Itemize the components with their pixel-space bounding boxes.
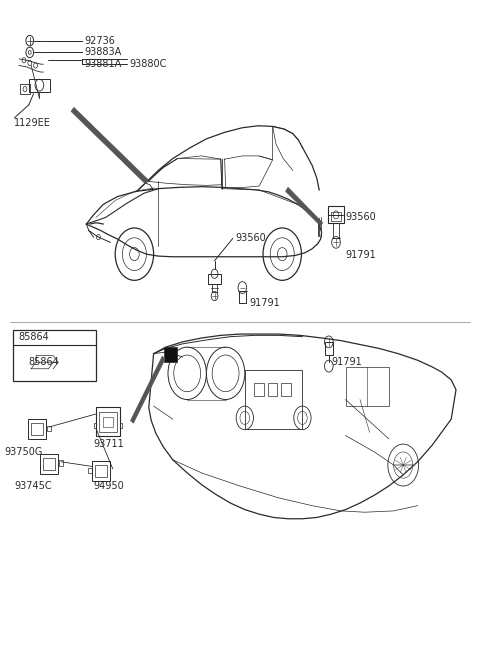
Bar <box>94 423 96 428</box>
Bar <box>208 274 221 284</box>
Bar <box>281 383 291 396</box>
Bar <box>95 465 107 477</box>
Text: 1129EE: 1129EE <box>14 118 51 128</box>
Text: 93883A: 93883A <box>84 47 121 58</box>
Text: 93750G: 93750G <box>5 447 43 457</box>
Text: 93560: 93560 <box>235 233 266 243</box>
Bar <box>47 426 51 431</box>
Bar <box>29 79 50 92</box>
Text: 85864: 85864 <box>29 357 60 367</box>
Text: 93881A: 93881A <box>84 59 121 69</box>
Bar <box>212 284 217 292</box>
Bar <box>28 419 46 439</box>
Text: 93560: 93560 <box>346 212 376 223</box>
Polygon shape <box>286 187 323 226</box>
Text: 93711: 93711 <box>94 439 124 449</box>
Bar <box>59 460 63 466</box>
Bar <box>103 417 113 427</box>
Bar <box>20 84 30 94</box>
Bar <box>99 412 117 432</box>
Bar <box>333 223 339 238</box>
Bar <box>331 212 341 221</box>
Bar <box>88 468 92 473</box>
Text: 85864: 85864 <box>18 332 49 343</box>
Bar <box>31 423 43 435</box>
Text: 91791: 91791 <box>331 356 362 367</box>
Bar <box>40 454 58 474</box>
Bar <box>346 367 389 406</box>
Bar <box>325 342 333 355</box>
Polygon shape <box>71 107 148 183</box>
Text: 91791: 91791 <box>346 250 376 261</box>
Text: 93745C: 93745C <box>14 481 52 491</box>
Bar <box>268 383 277 396</box>
Bar <box>96 407 120 436</box>
Bar <box>245 370 302 429</box>
Bar <box>120 423 122 428</box>
Bar <box>254 383 264 396</box>
Bar <box>92 461 110 481</box>
Text: 93880C: 93880C <box>130 59 167 69</box>
Bar <box>239 291 246 303</box>
Text: 92736: 92736 <box>84 35 115 46</box>
Bar <box>43 458 55 470</box>
Bar <box>13 330 96 381</box>
Polygon shape <box>131 356 165 423</box>
Bar <box>328 206 344 223</box>
Bar <box>164 347 177 362</box>
Text: 94950: 94950 <box>94 481 124 491</box>
Text: 91791: 91791 <box>250 298 280 309</box>
